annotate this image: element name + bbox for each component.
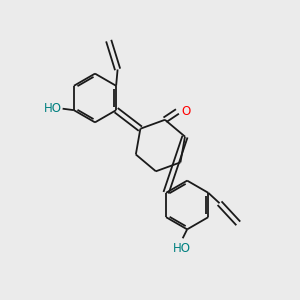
- Text: HO: HO: [173, 242, 191, 255]
- Text: O: O: [181, 105, 190, 118]
- Text: HO: HO: [44, 102, 62, 115]
